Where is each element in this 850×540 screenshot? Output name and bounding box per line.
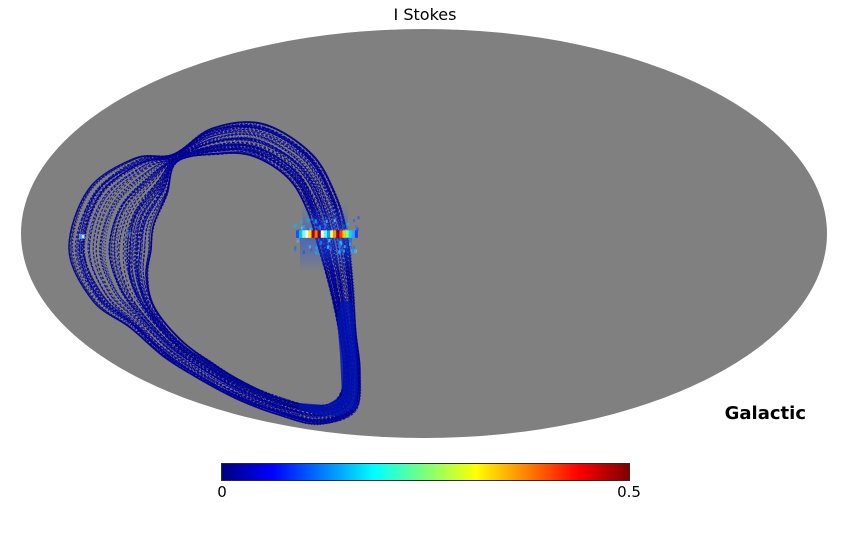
plot-title: I Stokes (393, 5, 457, 24)
colorbar-min-label: 0 (217, 483, 227, 501)
colorbar (221, 463, 630, 481)
dense-scan-fill (298, 300, 358, 416)
faint-source-spot (79, 232, 131, 239)
colorbar-gradient (222, 464, 629, 480)
scan-coverage-layer (68, 121, 362, 426)
coordinate-system-label: Galactic (724, 403, 806, 424)
colorbar-max-label: 0.5 (617, 483, 641, 501)
source-streak (292, 204, 360, 272)
